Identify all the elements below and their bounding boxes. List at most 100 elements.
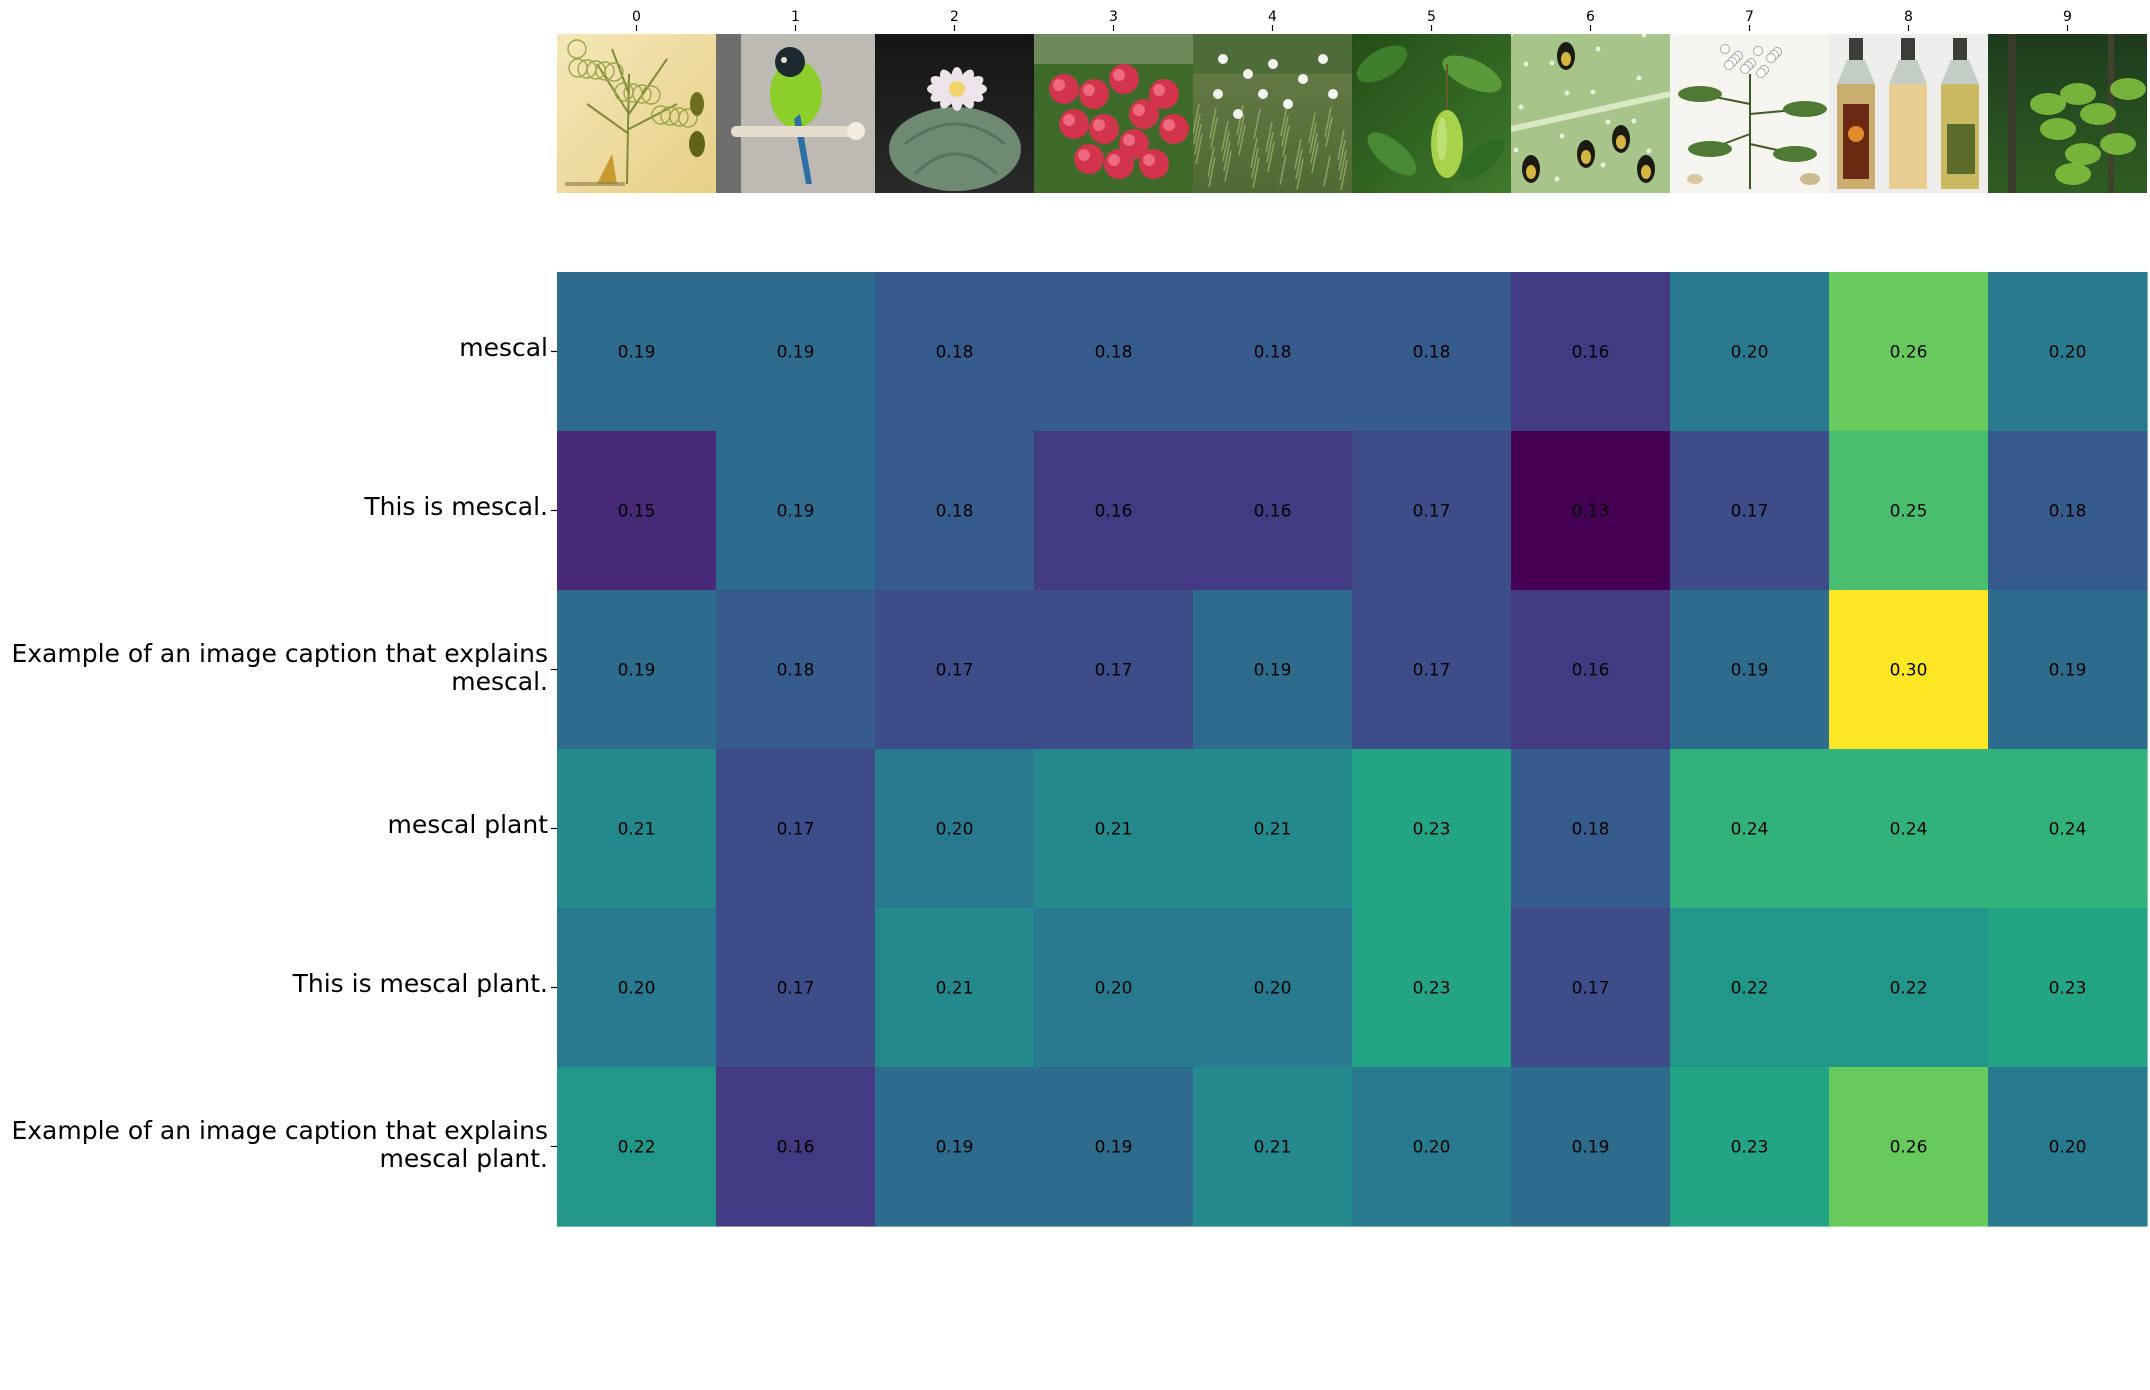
column-tick-label: 5 — [1427, 9, 1436, 25]
cell-value-label: 0.19 — [1095, 1138, 1133, 1158]
column-thumbnail-image — [875, 34, 1034, 193]
cell-value-label: 0.16 — [777, 1138, 815, 1158]
heatmap-cell — [1193, 272, 1353, 432]
cell-value-label: 0.20 — [1731, 343, 1769, 363]
cell-value-label: 0.17 — [777, 820, 815, 840]
cell-value-label: 0.16 — [1572, 343, 1610, 363]
heatmap-cell — [1352, 1067, 1512, 1227]
heatmap-cell — [557, 908, 717, 1068]
heatmap-cell — [1829, 272, 1989, 432]
cell-value-label: 0.17 — [1731, 502, 1769, 522]
heatmap-cell — [1193, 1067, 1353, 1227]
cell-value-label: 0.18 — [777, 661, 815, 681]
heatmap-cell — [1352, 749, 1512, 909]
heatmap-cell — [1988, 749, 2148, 909]
cell-value-label: 0.18 — [1572, 820, 1610, 840]
cell-value-label: 0.17 — [1413, 502, 1451, 522]
cell-value-label: 0.30 — [1890, 661, 1928, 681]
heatmap-cell — [1352, 431, 1512, 591]
column-tick-labels: 0 1 2 3 4 5 6 7 8 9 — [632, 9, 2072, 31]
heatmap-cell — [1829, 749, 1989, 909]
heatmap-cell — [1988, 1067, 2148, 1227]
cell-value-label: 0.23 — [1731, 1138, 1769, 1158]
heatmap-cell — [1670, 908, 1830, 1068]
cell-value-label: 0.20 — [618, 979, 656, 999]
heatmap-cell — [1670, 590, 1830, 750]
cell-value-label: 0.13 — [1572, 502, 1610, 522]
cell-value-label: 0.24 — [2049, 820, 2087, 840]
column-thumbnail-image — [716, 34, 875, 193]
cell-value-label: 0.21 — [618, 820, 656, 840]
column-tick-label: 2 — [950, 9, 959, 25]
heatmap-cell — [1193, 431, 1353, 591]
cell-value-label: 0.21 — [1095, 820, 1133, 840]
cell-value-label: 0.25 — [1890, 502, 1928, 522]
heatmap-cell — [716, 590, 876, 750]
column-tick-label: 8 — [1904, 9, 1913, 25]
heatmap-cell — [1034, 590, 1194, 750]
column-tick-label: 7 — [1745, 9, 1754, 25]
cell-value-label: 0.18 — [1413, 343, 1451, 363]
cell-value-label: 0.20 — [2049, 1138, 2087, 1158]
row-label: Example of an image caption that explain… — [11, 639, 548, 696]
heatmap-cell — [1670, 749, 1830, 909]
heatmap-cell — [557, 749, 717, 909]
cell-value-label: 0.23 — [2049, 979, 2087, 999]
cell-value-label: 0.16 — [1095, 502, 1133, 522]
column-thumbnail-image — [1034, 34, 1193, 193]
column-tick-label: 9 — [2063, 9, 2072, 25]
heatmap-cell — [1988, 431, 2148, 591]
heatmap-cell — [557, 1067, 717, 1227]
cell-value-label: 0.20 — [1413, 1138, 1451, 1158]
column-tick-label: 3 — [1109, 9, 1118, 25]
cell-value-label: 0.19 — [618, 343, 656, 363]
cell-value-label: 0.19 — [1731, 661, 1769, 681]
row-label: This is mescal. — [364, 492, 548, 521]
cell-value-label: 0.17 — [1572, 979, 1610, 999]
heatmap-cell — [1511, 749, 1671, 909]
heatmap-cell — [1193, 590, 1353, 750]
heatmap-cell — [875, 908, 1035, 1068]
cell-value-label: 0.17 — [936, 661, 974, 681]
cell-value-label: 0.17 — [1413, 661, 1451, 681]
heatmap-cell — [557, 431, 717, 591]
heatmap-cell — [557, 590, 717, 750]
heatmap-cell — [1511, 908, 1671, 1068]
heatmap-cell — [1511, 431, 1671, 591]
cell-value-label: 0.20 — [1095, 979, 1133, 999]
heatmap-cell — [1988, 908, 2148, 1068]
cell-value-label: 0.21 — [936, 979, 974, 999]
cell-value-label: 0.22 — [1731, 979, 1769, 999]
cell-value-label: 0.19 — [936, 1138, 974, 1158]
heatmap-cells: 0.19 0.19 0.18 0.18 0.18 0.18 0.16 0.20 0.26 0.20… — [557, 272, 2148, 1227]
cell-value-label: 0.15 — [618, 502, 656, 522]
cell-value-label: 0.20 — [2049, 343, 2087, 363]
heatmap-cell — [1193, 749, 1353, 909]
column-thumbnail-image — [1988, 34, 2147, 193]
column-tick-label: 6 — [1586, 9, 1595, 25]
column-tick-label: 4 — [1268, 9, 1277, 25]
heatmap-cell — [716, 1067, 876, 1227]
cell-value-label: 0.19 — [1254, 661, 1292, 681]
cell-value-label: 0.19 — [777, 343, 815, 363]
heatmap-cell — [1511, 590, 1671, 750]
row-label: Example of an image caption that explain… — [11, 1116, 548, 1173]
heatmap-cell — [1988, 590, 2148, 750]
cell-value-label: 0.22 — [618, 1138, 656, 1158]
row-label: mescal — [459, 333, 548, 362]
column-thumbnail-image — [1829, 34, 1988, 193]
cell-value-label: 0.19 — [2049, 661, 2087, 681]
cell-value-label: 0.24 — [1731, 820, 1769, 840]
cell-value-label: 0.26 — [1890, 1138, 1928, 1158]
cell-value-label: 0.24 — [1890, 820, 1928, 840]
column-tick-label: 1 — [791, 9, 800, 25]
column-thumbnails — [557, 34, 2147, 193]
heatmap-cell — [875, 272, 1035, 432]
heatmap-cell — [1352, 908, 1512, 1068]
cell-value-label: 0.18 — [1254, 343, 1292, 363]
column-thumbnail-image — [1511, 34, 1670, 193]
column-tick-label: 0 — [632, 9, 641, 25]
heatmap-cell — [1670, 1067, 1830, 1227]
